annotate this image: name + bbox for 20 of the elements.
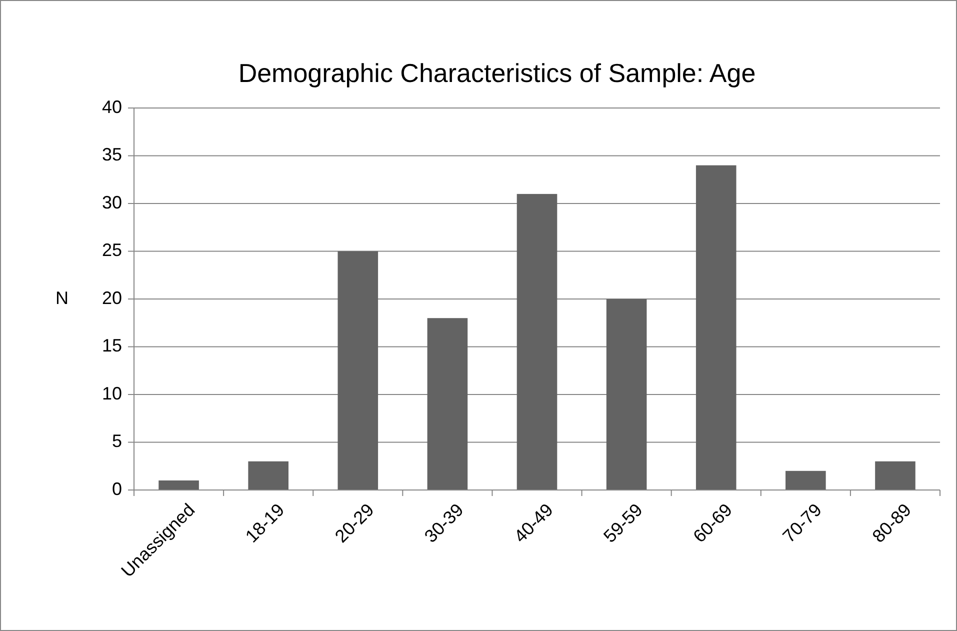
y-tick-label: 0 [112,478,122,499]
y-axis-title: N [56,288,68,308]
y-tick-label: 10 [102,383,122,404]
bar [248,461,288,490]
bar [875,461,916,490]
bar [158,480,199,490]
bar [516,194,558,490]
y-tick-label: 25 [102,240,122,260]
y-tick-label: 35 [102,144,122,164]
bar [606,299,647,490]
y-tick-label: 5 [112,431,122,451]
y-tick-label: 40 [102,96,122,117]
bar [696,165,736,490]
chart-title: Demographic Characteristics of Sample: Age [238,58,756,88]
bar [427,318,468,490]
y-tick-label: 20 [102,288,122,308]
bar [786,470,826,490]
bar [338,251,378,490]
y-tick-label: 30 [102,192,122,212]
y-tick-label: 15 [102,336,122,356]
